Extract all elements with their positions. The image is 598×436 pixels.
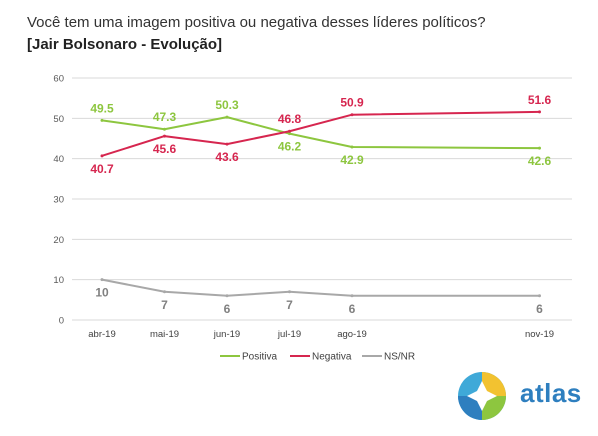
legend-label: Positiva: [242, 352, 277, 363]
data-point: [225, 115, 229, 119]
data-label: 45.6: [153, 142, 177, 156]
series-line-positiva: [101, 116, 541, 150]
legend-label: NS/NR: [384, 352, 415, 363]
data-label: 42.9: [340, 153, 364, 167]
x-tick-label: mai-19: [150, 329, 179, 340]
y-tick-label: 60: [53, 74, 64, 85]
data-label: 7: [286, 298, 293, 312]
data-label: 46.8: [278, 112, 302, 126]
x-tick-label: jun-19: [213, 329, 240, 340]
y-tick-label: 20: [53, 235, 64, 246]
data-label: 6: [536, 302, 543, 316]
data-label: 47.3: [153, 110, 177, 124]
data-label: 40.7: [90, 162, 114, 176]
data-point: [100, 278, 104, 282]
chart-subtitle: [Jair Bolsonaro - Evolução]: [27, 36, 223, 53]
legend-label: Negativa: [312, 352, 352, 363]
data-point: [288, 129, 291, 133]
data-point: [350, 113, 354, 117]
data-point: [350, 145, 354, 149]
series-line-nsnr: [101, 278, 541, 297]
chart-question: Você tem uma imagem positiva ou negativa…: [27, 14, 486, 31]
data-label: 46.2: [278, 140, 302, 154]
y-tick-label: 0: [59, 316, 64, 327]
data-label: 7: [161, 298, 168, 312]
data-point: [288, 290, 291, 294]
data-point: [163, 290, 166, 294]
data-point: [288, 132, 291, 136]
data-point: [100, 118, 104, 122]
data-point: [100, 154, 104, 158]
data-point: [350, 294, 354, 298]
y-tick-label: 50: [53, 114, 64, 125]
data-point: [225, 142, 229, 146]
data-point: [225, 294, 229, 298]
data-label: 42.6: [528, 154, 552, 168]
series-line-negativa: [101, 110, 541, 157]
data-point: [538, 146, 541, 150]
y-tick-label: 30: [53, 195, 64, 206]
x-tick-label: abr-19: [88, 329, 115, 340]
x-tick-label: jul-19: [277, 329, 301, 340]
data-point: [163, 134, 166, 138]
data-label: 43.6: [215, 150, 239, 164]
y-tick-label: 40: [53, 154, 64, 165]
x-tick-label: ago-19: [337, 329, 367, 340]
atlas-logo: atlas: [456, 368, 586, 424]
data-label: 50.9: [340, 96, 364, 110]
y-tick-label: 10: [53, 275, 64, 286]
data-point: [163, 127, 166, 131]
atlas-emblem-icon: [458, 372, 506, 420]
data-label: 6: [349, 302, 356, 316]
x-tick-label: nov-19: [525, 329, 554, 340]
data-point: [538, 294, 541, 298]
data-label: 6: [224, 302, 231, 316]
data-label: 51.6: [528, 93, 552, 107]
data-label: 49.5: [90, 101, 114, 115]
data-label: 50.3: [215, 98, 239, 112]
data-point: [538, 110, 541, 114]
data-label: 10: [95, 286, 109, 300]
atlas-logo-text: atlas: [520, 378, 582, 408]
